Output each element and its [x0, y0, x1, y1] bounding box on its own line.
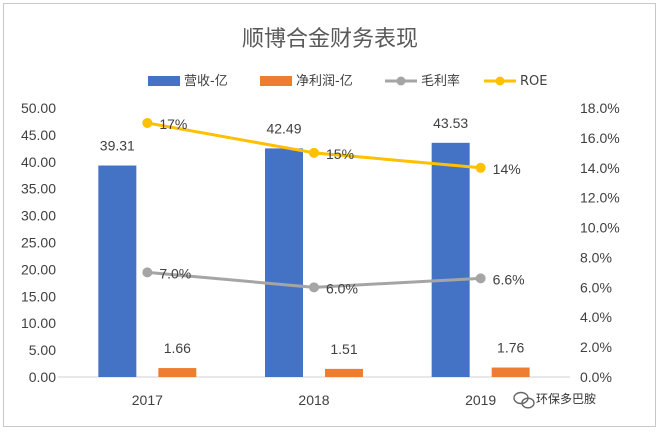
line-data-label: 14%: [493, 161, 521, 177]
y-right-tick-label: 6.0%: [580, 279, 612, 295]
legend-swatch: [260, 76, 292, 86]
y-right-tick-label: 10.0%: [580, 220, 620, 236]
bar: [491, 367, 530, 377]
series-point: [142, 117, 153, 128]
x-tick-label: 2018: [298, 392, 329, 408]
line-data-label: 6.6%: [493, 271, 525, 287]
y-left-tick-label: 30.00: [21, 208, 56, 224]
chart-svg: 顺博合金财务表现 营收-亿 净利润-亿 毛利率 ROE 0.00 5.00 10.00 15…: [21, 27, 620, 409]
bars: [98, 142, 530, 377]
y-left-tick-label: 25.00: [21, 235, 56, 251]
bar: [325, 368, 363, 377]
series-point: [475, 162, 486, 173]
legend: 营收-亿 净利润-亿 毛利率 ROE: [148, 73, 547, 89]
axes: 0.00 5.00 10.00 15.00 20.00 25.00 30.00 35.00 40…: [21, 100, 620, 408]
legend-swatch: [148, 76, 180, 86]
legend-swatch-marker: [396, 76, 406, 86]
y-left-tick-label: 20.00: [21, 261, 56, 277]
legend-label: 营收-亿: [184, 74, 228, 89]
line-data-label: 6.0%: [326, 280, 358, 296]
legend-label: 净利润-亿: [296, 74, 353, 89]
chart-title: 顺博合金财务表现: [242, 27, 418, 52]
bar: [265, 148, 303, 377]
y-left-tick-label: 0.00: [29, 369, 56, 385]
y-left-tick-label: 15.00: [21, 288, 56, 304]
y-right-tick-label: 12.0%: [580, 190, 620, 206]
bar: [158, 368, 197, 377]
line-data-label: 15%: [326, 146, 354, 162]
line-data-label: 17%: [159, 116, 187, 132]
bar-data-label: 1.76: [497, 340, 524, 356]
chart-frame: 顺博合金财务表现 营收-亿 净利润-亿 毛利率 ROE 0.00 5.00 10.00 15…: [3, 3, 656, 427]
bar-data-label: 39.31: [100, 138, 135, 154]
bar: [431, 142, 470, 377]
y-left-tick-label: 10.00: [21, 315, 56, 331]
legend-label: ROE: [520, 74, 547, 89]
y-left-tick-label: 5.00: [29, 342, 56, 358]
y-right-tick-label: 0.0%: [580, 369, 612, 385]
data-labels: 39.31 42.49 43.53 1.66 1.51 1.76 7.0% 6.0% 6.6% 1…: [100, 115, 525, 357]
x-tick-label: 2017: [132, 392, 163, 408]
series-point: [142, 267, 153, 278]
series-point: [309, 282, 319, 293]
bar-data-label: 42.49: [266, 120, 301, 136]
wechat-icon: [513, 391, 535, 409]
watermark: 环保多巴胺: [513, 391, 596, 409]
lines: [142, 117, 486, 293]
line-data-label: 7.0%: [159, 265, 191, 281]
y-right-tick-label: 16.0%: [580, 130, 620, 146]
y-left-tick-label: 50.00: [21, 100, 56, 116]
bar-data-label: 1.66: [164, 340, 191, 356]
series-line: [147, 121, 481, 170]
series-point: [309, 147, 319, 158]
bar-data-label: 1.51: [330, 341, 357, 357]
y-left-tick-label: 35.00: [21, 181, 56, 197]
y-right-tick-label: 8.0%: [580, 249, 612, 265]
y-right-tick-label: 14.0%: [580, 160, 620, 176]
series-point: [475, 273, 486, 284]
y-left-tick-label: 45.00: [21, 127, 56, 143]
x-tick-label: 2019: [465, 392, 496, 408]
y-right-tick-label: 18.0%: [580, 100, 620, 116]
bar: [98, 165, 137, 377]
legend-label: 毛利率: [421, 73, 460, 89]
legend-swatch-marker: [495, 76, 505, 86]
y-right-tick-label: 2.0%: [580, 339, 612, 355]
watermark-text: 环保多巴胺: [536, 392, 596, 406]
y-left-tick-label: 40.00: [21, 154, 56, 170]
y-right-tick-label: 4.0%: [580, 309, 612, 325]
bar-data-label: 43.53: [433, 115, 468, 131]
